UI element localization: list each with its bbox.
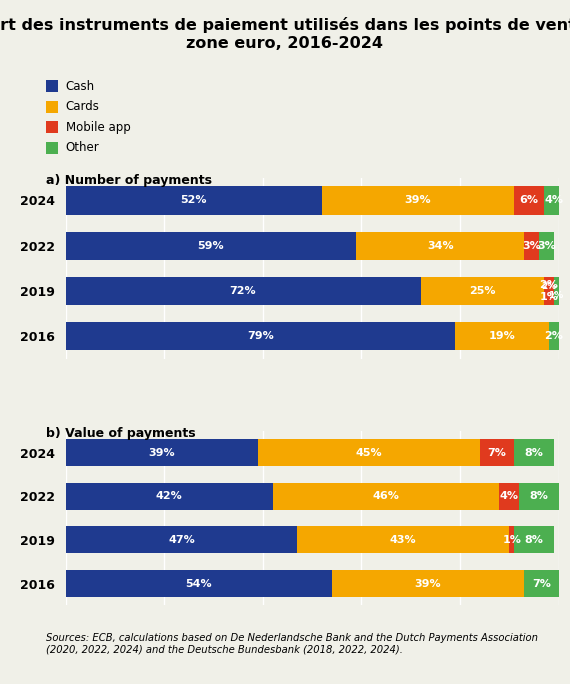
Text: 72%: 72% (230, 286, 256, 296)
Text: 42%: 42% (156, 491, 182, 501)
Text: 4%: 4% (500, 491, 519, 501)
Bar (322, 187, 514, 215)
Text: Sources: ECB, calculations based on De Nederlandsche Bank and the Dutch Payments: Sources: ECB, calculations based on De N… (46, 633, 538, 655)
Text: 8%: 8% (524, 448, 543, 458)
Text: 19%: 19% (488, 332, 515, 341)
Bar (499, 483, 519, 510)
Text: 79%: 79% (247, 332, 274, 341)
Bar (66, 570, 332, 597)
Bar (524, 232, 539, 260)
Text: Cash: Cash (66, 79, 95, 93)
Text: 3%: 3% (537, 241, 556, 251)
Bar (66, 187, 322, 215)
Text: Part des instruments de paiement utilisés dans les points de vente,
zone euro, 2: Part des instruments de paiement utilisé… (0, 17, 570, 51)
Bar (421, 277, 544, 305)
Text: 2%
1%: 2% 1% (539, 280, 558, 302)
Bar (514, 439, 553, 466)
Bar (66, 483, 272, 510)
Text: 52%: 52% (181, 196, 207, 205)
Text: 47%: 47% (168, 535, 195, 545)
Bar (66, 322, 455, 350)
Text: 54%: 54% (185, 579, 212, 588)
Text: 7%: 7% (532, 579, 551, 588)
Bar (258, 439, 480, 466)
Text: 39%: 39% (148, 448, 175, 458)
Bar (66, 232, 356, 260)
Text: 39%: 39% (405, 196, 431, 205)
Text: 2%: 2% (541, 282, 556, 291)
Text: Other: Other (66, 141, 99, 155)
Bar (519, 483, 559, 510)
Text: 8%: 8% (524, 535, 543, 545)
Text: 1%: 1% (502, 535, 521, 545)
Bar (356, 232, 524, 260)
Text: b) Value of payments: b) Value of payments (46, 428, 195, 440)
Bar (514, 187, 544, 215)
Text: 1%: 1% (548, 291, 564, 300)
Text: 2%: 2% (544, 332, 563, 341)
Bar (455, 322, 549, 350)
Text: Mobile app: Mobile app (66, 120, 131, 134)
Text: a) Number of payments: a) Number of payments (46, 174, 211, 187)
Text: 46%: 46% (373, 491, 400, 501)
Bar (553, 277, 559, 305)
Text: 6%: 6% (519, 196, 539, 205)
Bar (549, 322, 559, 350)
Bar (480, 439, 514, 466)
Text: 39%: 39% (414, 579, 441, 588)
Text: 4%: 4% (544, 196, 563, 205)
Bar (514, 527, 553, 553)
Text: 43%: 43% (390, 535, 417, 545)
Text: 59%: 59% (198, 241, 225, 251)
Bar (539, 232, 553, 260)
Text: 45%: 45% (356, 448, 382, 458)
Bar (298, 527, 510, 553)
Bar (524, 570, 559, 597)
Text: 3%: 3% (522, 241, 541, 251)
Text: 7%: 7% (487, 448, 506, 458)
Bar (544, 187, 564, 215)
Bar (510, 527, 514, 553)
Text: 25%: 25% (469, 286, 495, 296)
Text: Cards: Cards (66, 100, 99, 114)
Text: 34%: 34% (427, 241, 454, 251)
Text: 8%: 8% (530, 491, 548, 501)
Bar (66, 439, 258, 466)
Bar (332, 570, 524, 597)
Bar (66, 527, 298, 553)
Bar (272, 483, 499, 510)
Bar (66, 277, 421, 305)
Bar (544, 277, 553, 305)
